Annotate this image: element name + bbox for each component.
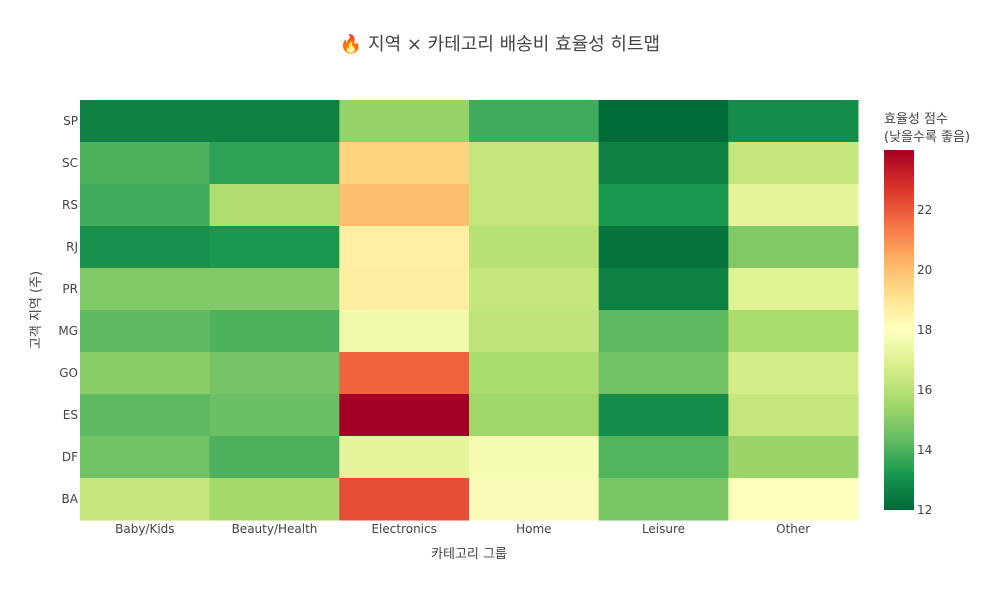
heatmap-cell — [469, 100, 600, 143]
heatmap-cell — [598, 226, 729, 269]
heatmap-cell — [209, 394, 340, 437]
x-tick-label: Other — [776, 522, 810, 536]
heatmap-cell — [598, 142, 729, 185]
y-axis-title: 고객 지역 (주) — [29, 271, 44, 349]
y-tick-label: RS — [62, 198, 78, 212]
heatmap-cell — [80, 436, 211, 479]
heatmap-cell — [339, 142, 470, 185]
heatmap-cell — [728, 352, 859, 395]
x-tick-label: Electronics — [371, 522, 436, 536]
heatmap-cell — [80, 310, 211, 353]
heatmap-cell — [209, 142, 340, 185]
heatmap-cell — [598, 352, 729, 395]
heatmap-cell — [339, 310, 470, 353]
heatmap-cell — [469, 352, 600, 395]
heatmap-cell — [598, 100, 729, 143]
heatmap-cell — [80, 100, 211, 143]
heatmap-cell — [80, 268, 211, 311]
heatmap-cell — [728, 142, 859, 185]
colorbar-tick-label: 14 — [917, 443, 932, 457]
heatmap-cell — [339, 184, 470, 227]
colorbar-tick-label: 22 — [917, 203, 932, 217]
heatmap-cell — [469, 184, 600, 227]
heatmap-cell — [469, 394, 600, 437]
y-tick-label: RJ — [66, 240, 78, 254]
heatmap-cell — [209, 436, 340, 479]
chart-title: 🔥 지역 × 카테고리 배송비 효율성 히트맵 — [340, 33, 660, 55]
heatmap-cell — [728, 436, 859, 479]
heatmap-cell — [728, 310, 859, 353]
heatmap-cell — [469, 142, 600, 185]
heatmap-cell — [209, 100, 340, 143]
y-tick-label: SP — [63, 114, 78, 128]
heatmap-cell — [209, 184, 340, 227]
colorbar-tick-label: 20 — [917, 263, 932, 277]
heatmap-cell — [209, 268, 340, 311]
heatmap-cell — [339, 268, 470, 311]
heatmap-cell — [339, 436, 470, 479]
x-tick-label: Leisure — [642, 522, 685, 536]
heatmap-cell — [728, 268, 859, 311]
x-tick-label: Beauty/Health — [232, 522, 318, 536]
heatmap-cell — [209, 352, 340, 395]
heatmap-cell — [80, 142, 211, 185]
heatmap-cells — [80, 100, 859, 521]
heatmap-cell — [339, 100, 470, 143]
heatmap-cell — [209, 310, 340, 353]
heatmap-cell — [728, 394, 859, 437]
heatmap-cell — [598, 436, 729, 479]
heatmap-cell — [598, 394, 729, 437]
heatmap-cell — [209, 226, 340, 269]
colorbar-title-line2: (낮을수록 좋음) — [884, 130, 970, 145]
colorbar-ticks: 12 14 16 18 20 22 — [917, 203, 932, 517]
heatmap-cell — [80, 352, 211, 395]
heatmap-cell — [339, 478, 470, 521]
y-tick-label: PR — [62, 282, 78, 296]
x-tick-label: Baby/Kids — [115, 522, 174, 536]
heatmap-cell — [339, 352, 470, 395]
colorbar — [884, 150, 914, 510]
y-tick-label: DF — [62, 450, 78, 464]
y-tick-label: SC — [62, 156, 78, 170]
heatmap-cell — [80, 226, 211, 269]
x-axis-ticks: Baby/Kids Beauty/Health Electronics Home Lei… — [115, 522, 810, 536]
heatmap-cell — [728, 226, 859, 269]
heatmap-cell — [728, 184, 859, 227]
colorbar-tick-label: 18 — [917, 323, 932, 337]
heatmap-cell — [80, 184, 211, 227]
y-tick-label: MG — [58, 324, 78, 338]
heatmap-cell — [339, 226, 470, 269]
heatmap-cell — [469, 268, 600, 311]
y-tick-label: GO — [59, 366, 78, 380]
heatmap-cell — [469, 436, 600, 479]
heatmap-cell — [209, 478, 340, 521]
y-axis-ticks: SP SC RS RJ PR MG GO ES DF BA — [58, 114, 78, 506]
heatmap-cell — [80, 478, 211, 521]
y-tick-label: ES — [63, 408, 78, 422]
colorbar-tick-label: 12 — [917, 503, 932, 517]
heatmap-cell — [339, 394, 470, 437]
heatmap-cell — [598, 184, 729, 227]
colorbar-title-line1: 효율성 점수 — [884, 112, 948, 127]
heatmap-cell — [728, 478, 859, 521]
heatmap-cell — [598, 310, 729, 353]
x-tick-label: Home — [516, 522, 551, 536]
heatmap-cell — [469, 310, 600, 353]
x-axis-title: 카테고리 그룹 — [431, 547, 507, 562]
heatmap-cell — [469, 478, 600, 521]
heatmap-cell — [728, 100, 859, 143]
heatmap-cell — [598, 478, 729, 521]
y-tick-label: BA — [62, 492, 79, 506]
colorbar-tick-label: 16 — [917, 383, 932, 397]
heatmap-cell — [469, 226, 600, 269]
heatmap-cell — [80, 394, 211, 437]
heatmap-cell — [598, 268, 729, 311]
